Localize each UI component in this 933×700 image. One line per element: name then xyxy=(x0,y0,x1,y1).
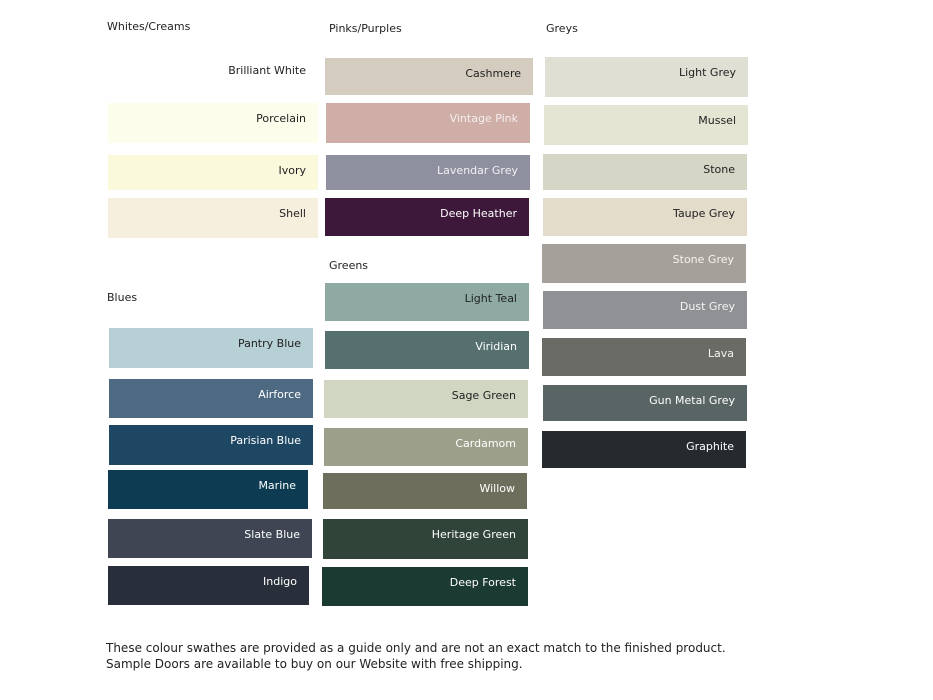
swatch-label: Taupe Grey xyxy=(673,207,735,220)
colour-swatch: Lava xyxy=(542,338,746,376)
swatch-label: Deep Forest xyxy=(449,576,516,589)
swatch-label: Stone Grey xyxy=(672,253,734,266)
colour-swatch: Brilliant White xyxy=(108,55,318,95)
group-heading: Whites/Creams xyxy=(107,20,191,33)
swatch-label: Viridian xyxy=(475,340,517,353)
swatch-label: Ivory xyxy=(278,164,306,177)
colour-swatch: Viridian xyxy=(325,331,529,369)
colour-swatch: Cardamom xyxy=(324,428,528,466)
swatch-label: Cashmere xyxy=(465,67,521,80)
colour-swatch: Gun Metal Grey xyxy=(543,385,747,421)
colour-swatch: Mussel xyxy=(544,105,748,145)
colour-swatch: Indigo xyxy=(108,566,309,605)
swatch-label: Graphite xyxy=(686,440,734,453)
colour-swatch: Sage Green xyxy=(324,380,528,418)
group-heading: Blues xyxy=(107,291,138,304)
group-heading: Greys xyxy=(546,22,578,35)
swatch-label: Mussel xyxy=(698,114,736,127)
swatch-label: Shell xyxy=(279,207,306,220)
swatch-label: Airforce xyxy=(258,388,301,401)
swatch-label: Parisian Blue xyxy=(230,434,301,447)
colour-swatch: Stone Grey xyxy=(542,244,746,283)
disclaimer-note: These colour swathes are provided as a g… xyxy=(106,641,726,671)
swatch-label: Brilliant White xyxy=(228,64,306,77)
colour-swatch: Light Grey xyxy=(545,57,748,97)
colour-swatch: Heritage Green xyxy=(323,519,528,559)
swatch-label: Deep Heather xyxy=(440,207,517,220)
swatch-label: Cardamom xyxy=(455,437,516,450)
colour-swatch: Parisian Blue xyxy=(109,425,313,465)
colour-swatch: Airforce xyxy=(109,379,313,418)
colour-swatch: Porcelain xyxy=(108,103,318,143)
colour-swatch: Light Teal xyxy=(325,283,529,321)
swatch-label: Stone xyxy=(703,163,735,176)
swatch-label: Lava xyxy=(707,347,734,360)
colour-swatch: Vintage Pink xyxy=(326,103,530,143)
swatch-label: Dust Grey xyxy=(679,300,735,313)
colour-swatch: Slate Blue xyxy=(108,519,312,558)
swatch-label: Light Grey xyxy=(678,66,736,79)
swatch-label: Sage Green xyxy=(451,389,516,402)
swatch-label: Porcelain xyxy=(256,112,306,125)
colour-swatch: Shell xyxy=(108,198,318,238)
swatch-label: Willow xyxy=(479,482,515,495)
colour-swatch: Cashmere xyxy=(325,58,533,95)
colour-swatch: Deep Forest xyxy=(322,567,528,606)
swatch-label: Pantry Blue xyxy=(237,337,301,350)
swatch-label: Light Teal xyxy=(464,292,517,305)
group-heading: Pinks/Purples xyxy=(329,22,402,35)
swatch-label: Indigo xyxy=(263,575,297,588)
colour-swatch: Taupe Grey xyxy=(543,198,747,236)
swatch-label: Gun Metal Grey xyxy=(649,394,735,407)
colour-swatch: Pantry Blue xyxy=(109,328,313,368)
swatch-label: Vintage Pink xyxy=(449,112,518,125)
group-heading: Greens xyxy=(329,259,369,272)
colour-swatch: Stone xyxy=(543,154,747,190)
colour-swatch: Marine xyxy=(108,470,308,509)
swatch-label: Lavendar Grey xyxy=(437,164,518,177)
swatch-label: Slate Blue xyxy=(244,528,300,541)
colour-swatch: Lavendar Grey xyxy=(326,155,530,190)
colour-swatch: Deep Heather xyxy=(325,198,529,236)
colour-swatch: Ivory xyxy=(108,155,318,190)
colour-swatch: Dust Grey xyxy=(543,291,747,329)
swatch-label: Marine xyxy=(258,479,296,492)
colour-swatch: Graphite xyxy=(542,431,746,468)
colour-swatch: Willow xyxy=(323,473,527,509)
swatch-label: Heritage Green xyxy=(431,528,516,541)
